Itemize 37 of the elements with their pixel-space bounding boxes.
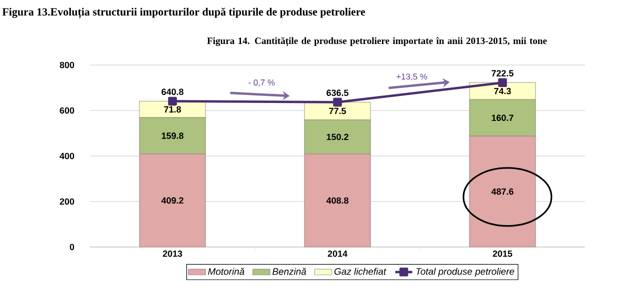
data-label: 636.5	[326, 90, 348, 96]
data-label: 409.2	[161, 197, 184, 204]
data-label: 408.8	[326, 197, 348, 204]
bar	[304, 154, 371, 248]
legend-label: Benzină	[272, 268, 306, 275]
bar	[139, 154, 206, 248]
annotation: +13,5 %	[396, 74, 428, 81]
point	[498, 78, 507, 88]
bar	[304, 120, 371, 154]
annotation: - 0,7 %	[248, 79, 275, 86]
y-tick-label: 200	[60, 198, 74, 205]
legend-label: Total produse petroliere	[416, 268, 514, 277]
legend-label: Gaz lichefiat	[334, 268, 386, 275]
bar	[139, 117, 206, 154]
data-label: 722.5	[492, 70, 514, 76]
point	[168, 96, 177, 106]
data-label: 159.8	[162, 132, 184, 139]
legend-label: Motorină	[208, 268, 244, 275]
y-tick-label: 400	[60, 152, 74, 160]
chart-title: Figura 14. Cantitățile de produse petroliere importate în anii 2013-2015, mii tone	[207, 37, 547, 46]
text: Figura 13.Evoluția structurii importurilor după tipurile de produse petroliere	[2, 8, 366, 18]
y-tick-label: 800	[60, 62, 74, 68]
data-label: 74.3	[494, 88, 511, 94]
data-label: 160.7	[492, 114, 514, 121]
point	[333, 98, 342, 107]
x-tick-label: 2015	[492, 250, 512, 257]
data-label: 640.8	[162, 88, 184, 96]
x-tick-label: 2014	[328, 250, 348, 257]
data-label: 487.6	[491, 188, 514, 195]
data-label: 77.5	[329, 108, 346, 114]
y-tick-label: 600	[60, 107, 74, 114]
bar	[469, 136, 536, 248]
x-tick-label: 2013	[162, 250, 182, 257]
data-label: 150.2	[326, 134, 348, 140]
y-tick-label: 0	[70, 244, 74, 250]
bar	[469, 99, 536, 136]
data-label: 71.8	[164, 106, 181, 113]
